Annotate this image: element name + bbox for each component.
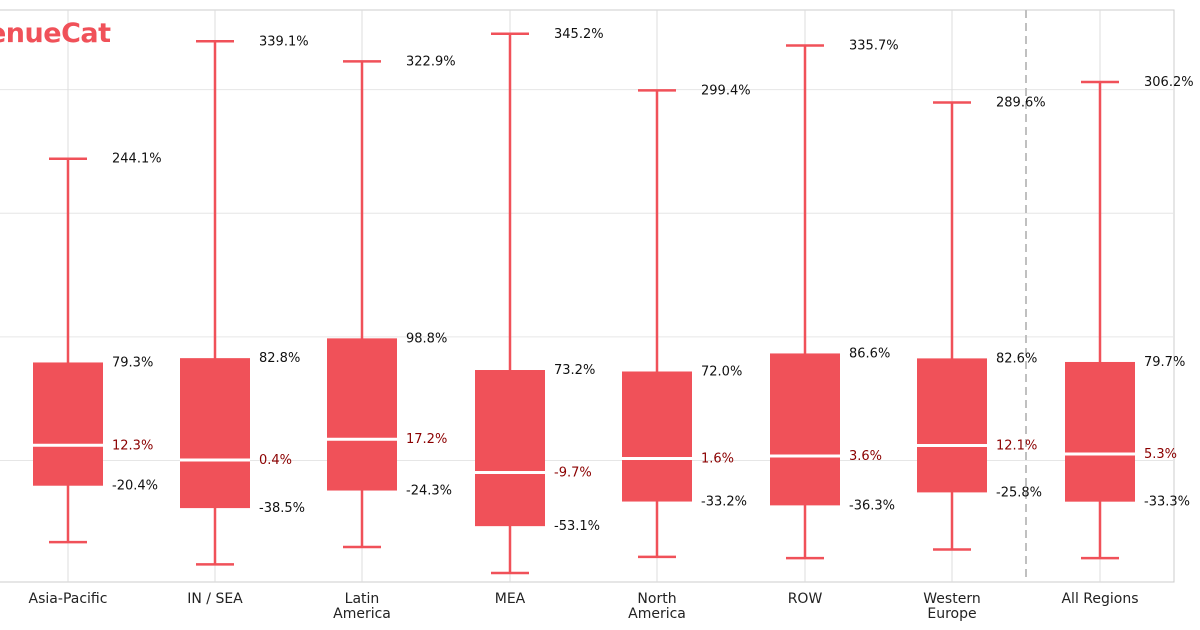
whisker-high-label: 299.4% [701, 83, 751, 98]
whisker-high-label: 289.6% [996, 95, 1046, 110]
q1-label: -20.4% [112, 479, 158, 494]
box-group: 345.2% 73.2% -9.7% -53.1% MEA [475, 27, 604, 607]
q1-label: -36.3% [849, 498, 895, 513]
q1-label: -53.1% [554, 519, 600, 534]
whisker-high-label: 345.2% [554, 27, 604, 42]
iqr-box [180, 358, 250, 509]
q1-label: -24.3% [406, 484, 452, 499]
q3-label: 72.0% [701, 364, 742, 379]
whisker-high-label: 335.7% [849, 39, 899, 54]
median-label: 1.6% [701, 452, 734, 467]
q1-label: -25.8% [996, 485, 1042, 500]
category-label: ROW [788, 591, 823, 607]
q3-label: 79.3% [112, 355, 153, 370]
iqr-box [475, 370, 545, 527]
category-label: Europe [927, 606, 976, 622]
box-group: 244.1% 79.3% 12.3% -20.4% Asia-Pacific [29, 152, 162, 607]
iqr-box [917, 358, 987, 493]
q1-label: -38.5% [259, 501, 305, 516]
category-label: America [628, 606, 686, 622]
category-label: MEA [495, 591, 526, 607]
logo-text: enueCat [0, 18, 111, 49]
q1-label: -33.3% [1144, 495, 1190, 510]
category-label: Western [923, 591, 980, 607]
median-label: 5.3% [1144, 447, 1177, 462]
iqr-box [770, 353, 840, 506]
iqr-box [327, 338, 397, 491]
median-label: 17.2% [406, 432, 447, 447]
category-label: Asia-Pacific [29, 591, 108, 607]
whisker-high-label: 306.2% [1144, 75, 1194, 90]
median-label: 12.3% [112, 438, 153, 453]
q1-label: -33.2% [701, 495, 747, 510]
category-label: Latin [345, 591, 380, 607]
plot-frame [0, 9, 1175, 583]
revenuecat-logo: enueCat [0, 18, 111, 49]
q3-label: 79.7% [1144, 355, 1185, 370]
median-label: 12.1% [996, 439, 1037, 454]
median-label: 0.4% [259, 453, 292, 468]
iqr-box [33, 362, 103, 486]
box-group: 306.2% 79.7% 5.3% -33.3% All Regions [1061, 75, 1193, 607]
category-label: All Regions [1061, 591, 1138, 607]
iqr-box [1065, 361, 1135, 502]
whisker-high-label: 322.9% [406, 54, 456, 69]
whisker-high-label: 339.1% [259, 34, 309, 49]
category-label: North [637, 591, 676, 607]
q3-label: 82.8% [259, 351, 300, 366]
category-label: IN / SEA [187, 591, 243, 607]
q3-label: 82.6% [996, 351, 1037, 366]
q3-label: 73.2% [554, 363, 595, 378]
median-label: 3.6% [849, 449, 882, 464]
q3-label: 98.8% [406, 331, 447, 346]
box-group: 339.1% 82.8% 0.4% -38.5% IN / SEA [180, 34, 309, 607]
category-label: America [333, 606, 391, 622]
q3-label: 86.6% [849, 346, 890, 361]
whisker-high-label: 244.1% [112, 152, 162, 167]
iqr-box [622, 371, 692, 502]
box-group: 335.7% 86.6% 3.6% -36.3% ROW [770, 39, 899, 607]
median-label: -9.7% [554, 465, 592, 480]
